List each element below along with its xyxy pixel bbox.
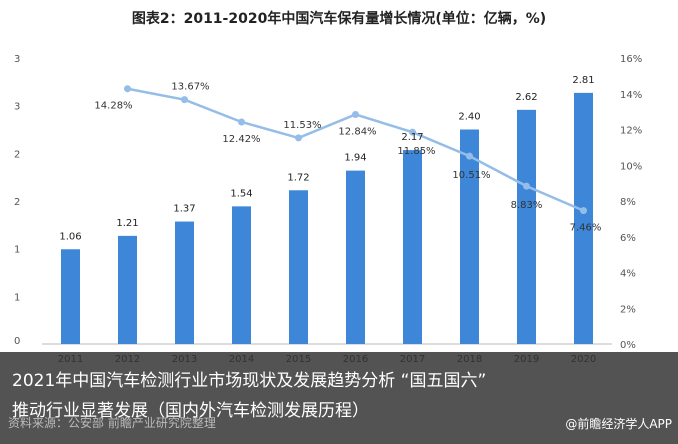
y-right-tick-label: 6% bbox=[620, 233, 636, 244]
bar-series bbox=[61, 92, 593, 345]
bar bbox=[61, 249, 80, 344]
line-point bbox=[523, 182, 530, 190]
bar-data-label: 1.37 bbox=[173, 204, 195, 215]
line-point bbox=[466, 152, 473, 160]
line-data-label: 12.42% bbox=[222, 134, 260, 145]
data-labels: 1.06 1.21 1.37 1.54 1.72 1.94 2.17 2.40 2.62 2.81… bbox=[59, 75, 601, 242]
line-data-label: 12.84% bbox=[338, 126, 376, 137]
line-data-label: 13.67% bbox=[171, 82, 209, 93]
y-left-tick-label: 3 bbox=[14, 54, 20, 65]
bar bbox=[232, 206, 251, 344]
line-data-label: 11.53% bbox=[283, 120, 321, 131]
bar-data-label: 1.54 bbox=[230, 188, 252, 199]
y-right-tick-label: 8% bbox=[620, 197, 636, 208]
line-point bbox=[580, 207, 587, 215]
y-left-tick-label: 2 bbox=[14, 197, 20, 208]
bar-data-label: 2.40 bbox=[458, 112, 480, 123]
y-left-tick-label: 1 bbox=[14, 292, 20, 303]
caption-line-2: 推动行业显著发展（国内外汽车检测发展历程） bbox=[12, 401, 369, 421]
line-point bbox=[238, 118, 245, 126]
bar-data-label: 2.62 bbox=[515, 92, 537, 103]
bar bbox=[403, 150, 422, 344]
bar-data-label: 2.81 bbox=[572, 75, 594, 86]
brand-label: @前瞻经济学人APP bbox=[565, 417, 672, 431]
line-point bbox=[181, 96, 188, 104]
y-right-tick-label: 4% bbox=[620, 269, 636, 280]
y-right-tick-label: 10% bbox=[620, 161, 642, 172]
bar bbox=[574, 92, 593, 344]
bar-data-label: 1.72 bbox=[287, 172, 309, 183]
line-point bbox=[409, 128, 416, 136]
bar bbox=[517, 109, 536, 345]
chart-title: 图表2：2011-2020年中国汽车保有量增长情况(单位：亿辆，%) bbox=[131, 11, 547, 27]
bar bbox=[346, 170, 365, 344]
article-caption[interactable]: 2021年中国汽车检测行业市场现状及发展趋势分析 “国五国六” 推动行业显著发展… bbox=[12, 366, 652, 426]
caption-overlay bbox=[0, 352, 678, 444]
line-point bbox=[295, 134, 302, 142]
line-point bbox=[124, 85, 131, 93]
line-point bbox=[352, 110, 359, 118]
y-right-tick-label: 2% bbox=[620, 304, 636, 315]
y-left-tick-label: 2 bbox=[14, 149, 20, 160]
bar bbox=[118, 235, 137, 344]
caption-line-1: 2021年中国汽车检测行业市场现状及发展趋势分析 “国五国六” bbox=[12, 371, 487, 391]
line-data-label: 7.46% bbox=[570, 223, 602, 234]
bar bbox=[460, 129, 479, 344]
y-left-tick-label: 1 bbox=[14, 245, 20, 256]
y-right-tick-label: 12% bbox=[620, 126, 642, 137]
y-left-tick-label: 0 bbox=[14, 336, 20, 347]
y-right-tick-label: 14% bbox=[620, 90, 642, 101]
bar-data-label: 2.17 bbox=[401, 132, 423, 143]
line-series bbox=[124, 85, 587, 215]
line-data-label: 10.51% bbox=[452, 170, 490, 181]
y-left-tick-label: 3 bbox=[14, 102, 20, 113]
line-data-label: 11.85% bbox=[397, 146, 435, 157]
source-note: 资料来源：公安部 前瞻产业研究院整理 bbox=[8, 416, 216, 430]
bar bbox=[289, 190, 308, 344]
bar-data-label: 1.94 bbox=[344, 153, 366, 164]
bar-data-label: 1.21 bbox=[116, 218, 138, 229]
y-right-tick-label: 0% bbox=[620, 340, 636, 351]
line-data-label: 14.28% bbox=[94, 101, 132, 112]
bar bbox=[175, 221, 194, 344]
line-data-label: 8.83% bbox=[511, 200, 543, 211]
bar-data-label: 1.06 bbox=[59, 231, 81, 242]
y-right-tick-label: 16% bbox=[620, 54, 642, 65]
